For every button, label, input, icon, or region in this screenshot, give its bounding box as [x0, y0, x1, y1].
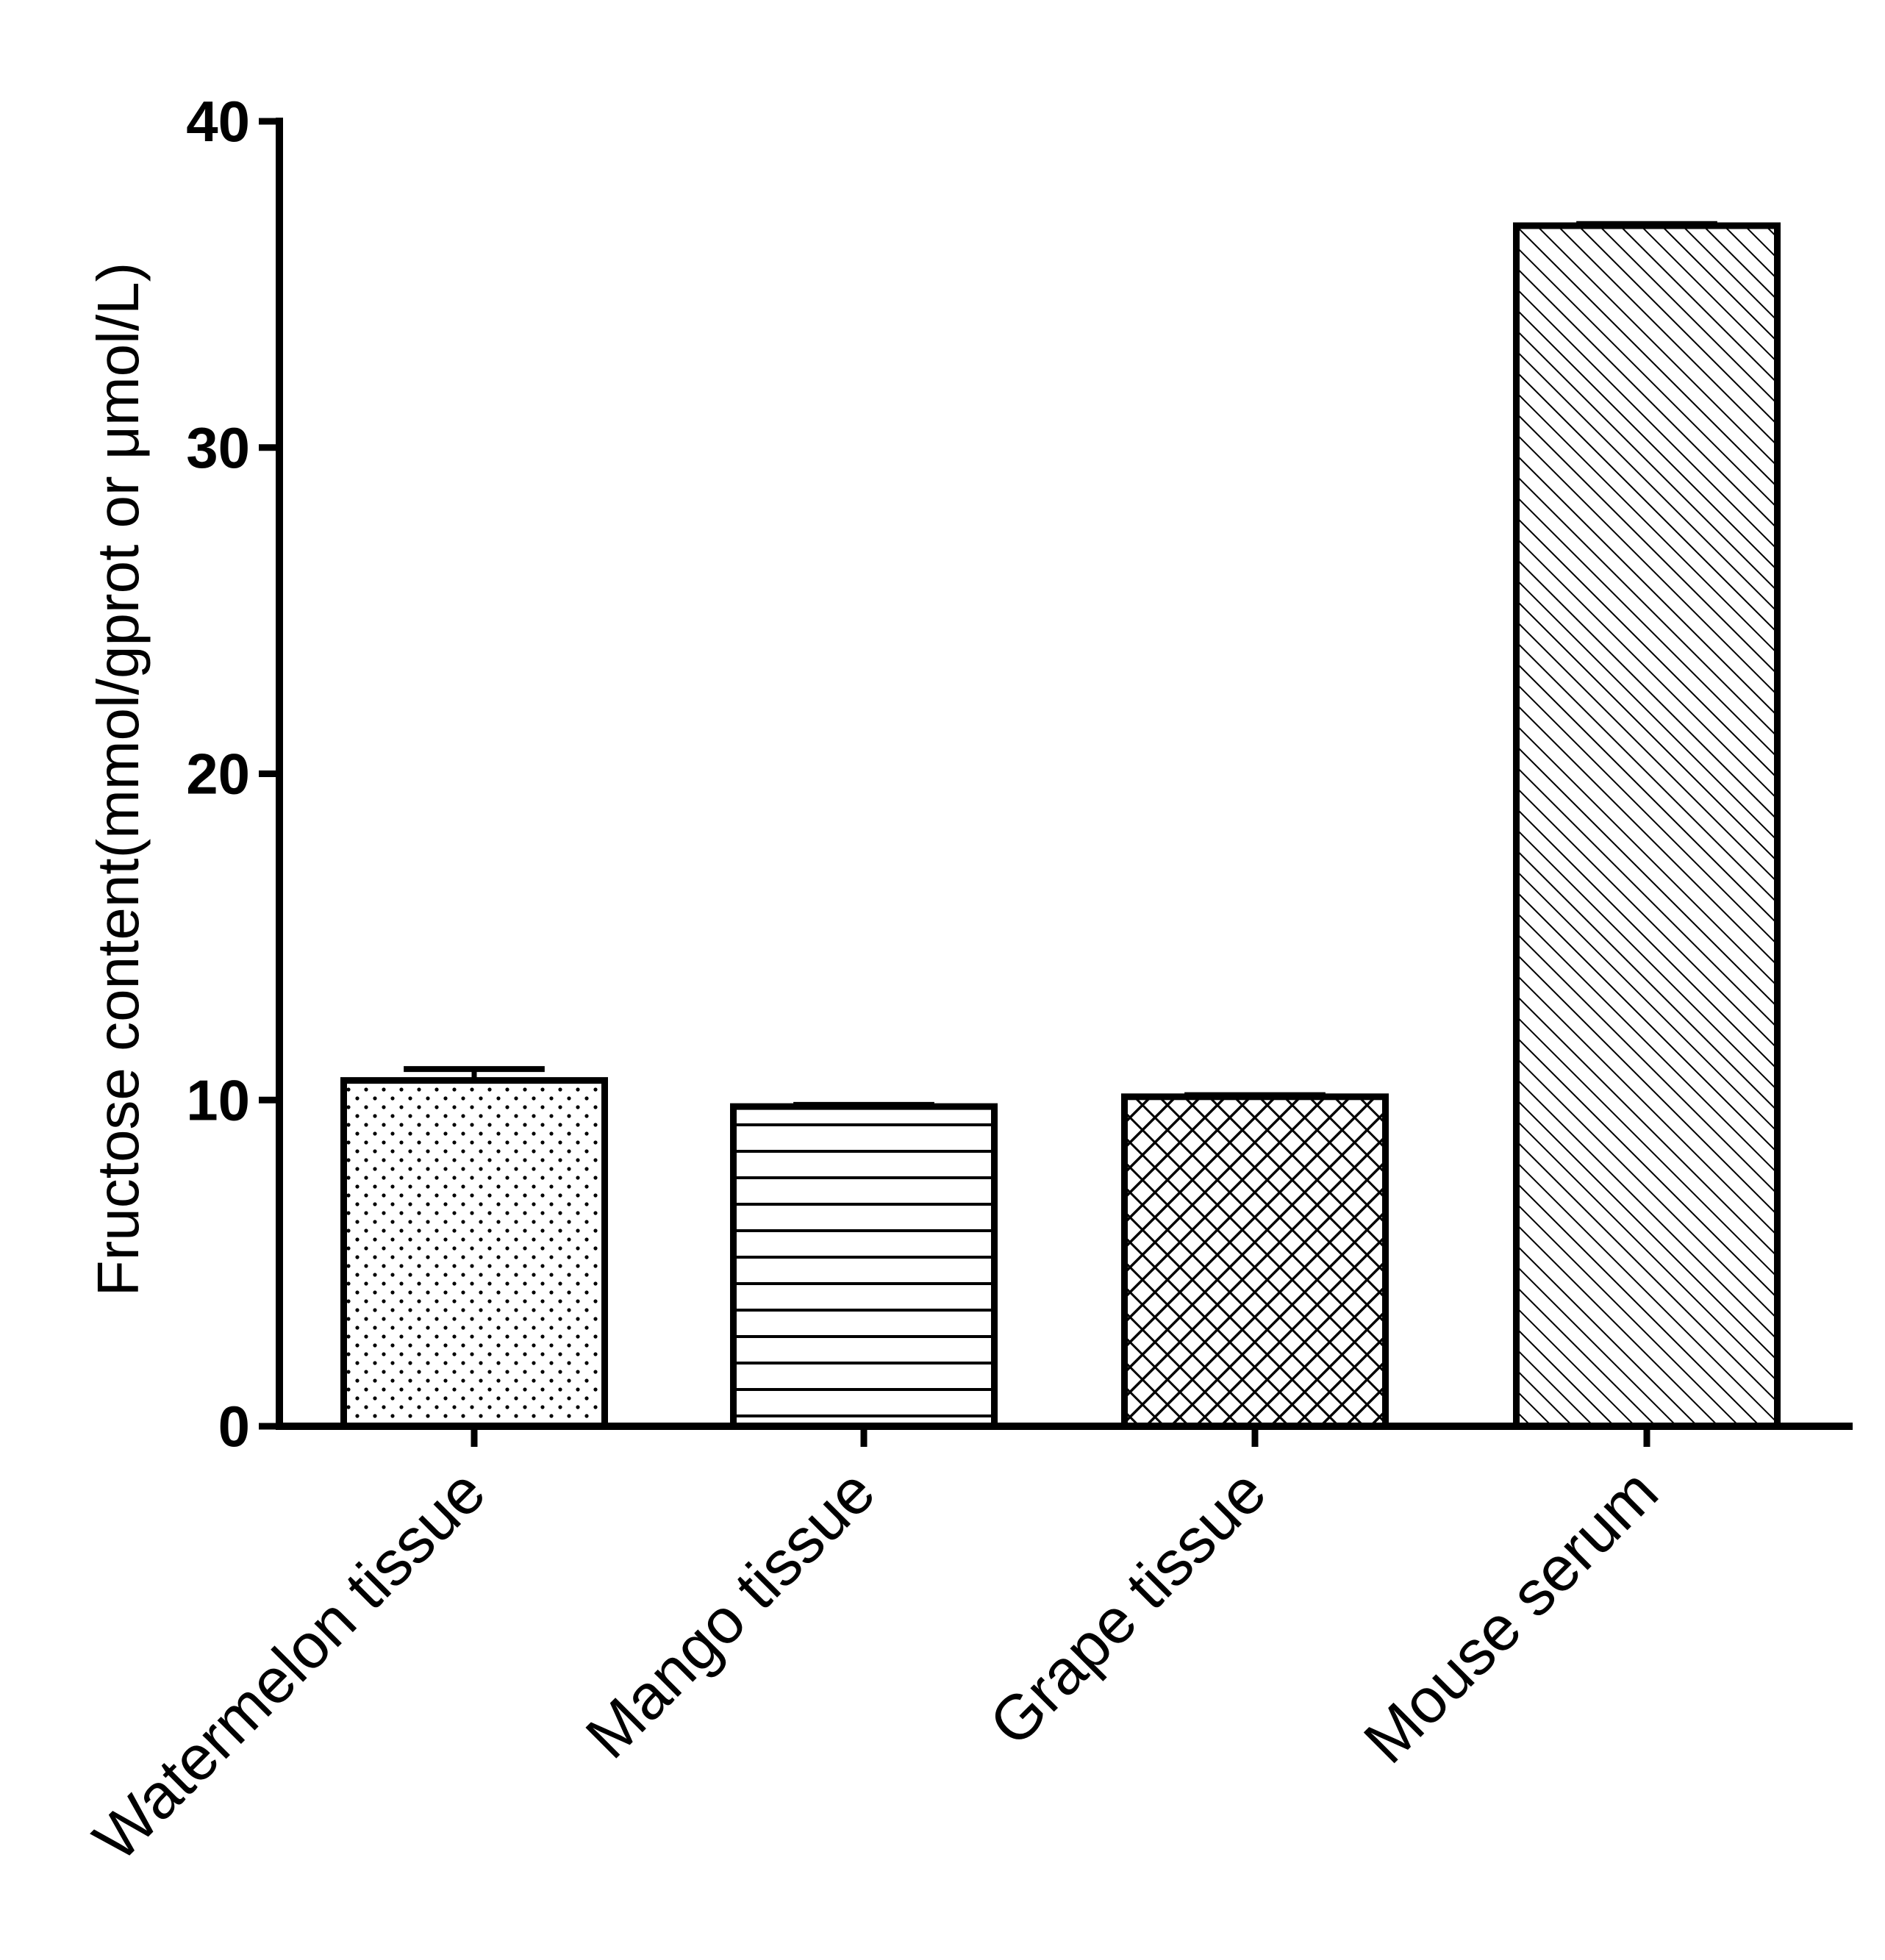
y-tick-label: 0 — [218, 1394, 250, 1459]
x-tick-label: Mouse serum — [1351, 1456, 1671, 1777]
x-tick-label: Mango tissue — [573, 1456, 889, 1773]
bar-mouse-serum — [1513, 222, 1781, 1430]
y-tick-label: 20 — [186, 742, 250, 806]
y-axis-title: Fructose content(mmol/gprot or μmol/L) — [85, 262, 151, 1297]
y-tick-label: 10 — [186, 1067, 250, 1132]
bar-grape-tissue — [1121, 1093, 1389, 1430]
x-axis-ticks: Watermelon tissue Mango tissue Grape tissu… — [80, 1426, 1671, 1875]
y-tick-label: 30 — [186, 415, 250, 480]
x-tick-label: Grape tissue — [976, 1456, 1280, 1760]
error-bars — [404, 221, 1717, 1108]
y-axis-ticks: 0 10 20 30 40 — [186, 89, 279, 1459]
bars — [340, 222, 1781, 1430]
bar-watermelon-tissue — [340, 1077, 608, 1430]
bar-mango-tissue — [730, 1103, 998, 1430]
x-tick-label: Watermelon tissue — [80, 1456, 498, 1875]
y-tick-label: 40 — [186, 89, 250, 154]
